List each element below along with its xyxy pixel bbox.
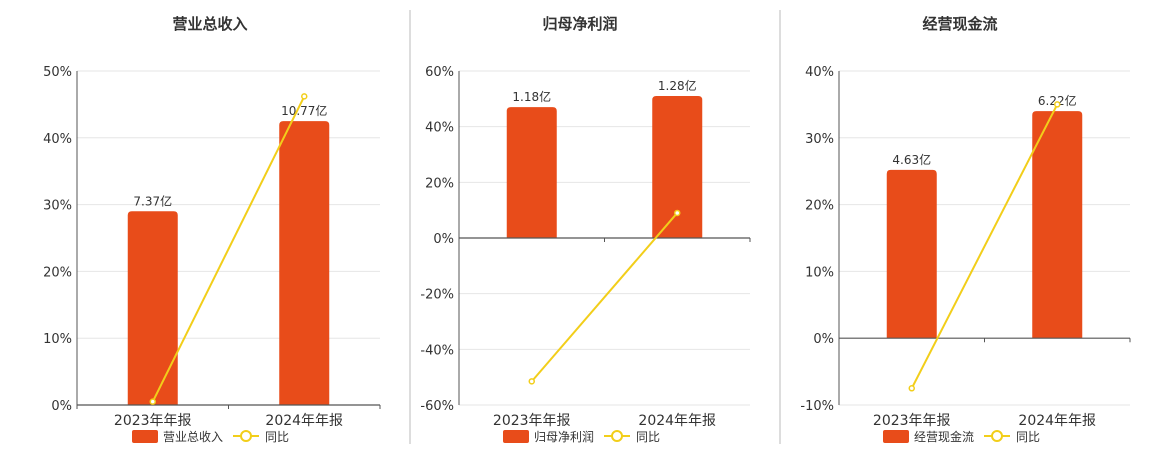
x-tick-label: 2023年年报 — [873, 413, 951, 429]
y-tick-label: 10% — [805, 265, 834, 280]
bar-value-label: 6.22亿 — [1038, 93, 1077, 108]
yoy-point — [528, 378, 535, 385]
y-tick-label: -40% — [420, 343, 454, 358]
y-tick-label: -10% — [800, 399, 834, 414]
bar — [279, 121, 330, 405]
legend-bar-swatch — [883, 430, 909, 443]
legend-line-marker — [240, 430, 252, 442]
legend-bar-label: 经营现金流 — [914, 429, 974, 444]
bar-value-label: 1.18亿 — [512, 89, 551, 104]
y-tick-label: -60% — [420, 399, 454, 414]
bar — [506, 107, 557, 238]
legend-bar-label: 归母净利润 — [534, 430, 594, 444]
y-tick-label: 40% — [425, 121, 454, 136]
x-tick-label: 2023年年报 — [114, 413, 192, 429]
bar-value-label: 7.37亿 — [133, 193, 172, 208]
y-tick-label: 0% — [813, 332, 834, 347]
yoy-point — [301, 93, 308, 100]
chart-3: 经营现金流 -10% 0% 10% 20% 30% 40% 4.63亿 6.22亿 2023年年报… — [800, 15, 1131, 444]
legend-bar-label: 营业总收入 — [163, 430, 223, 444]
legend-line-label: 同比 — [1016, 430, 1040, 444]
chart-title: 营业总收入 — [172, 15, 247, 33]
legend-line-marker — [991, 430, 1003, 442]
legend-line-marker — [611, 430, 623, 442]
yoy-point — [149, 398, 156, 405]
y-tick-label: 60% — [425, 65, 454, 80]
bar — [127, 211, 178, 405]
yoy-line — [530, 212, 679, 382]
y-tick-label: 10% — [43, 332, 72, 347]
yoy-point — [908, 385, 915, 392]
yoy-line — [151, 95, 306, 403]
bar — [652, 96, 703, 238]
legend-bar-swatch — [503, 430, 529, 443]
yoy-point — [674, 209, 681, 217]
legend-line-label: 同比 — [265, 430, 289, 444]
y-tick-label: -20% — [420, 288, 454, 303]
y-tick-label: 20% — [425, 176, 454, 191]
bar-value-label: 4.63亿 — [892, 152, 931, 167]
x-tick-label: 2024年年报 — [638, 413, 716, 429]
chart-title: 经营现金流 — [922, 15, 997, 33]
x-tick-label: 2023年年报 — [493, 413, 571, 429]
y-tick-label: 20% — [805, 199, 834, 214]
y-tick-label: 0% — [433, 232, 454, 247]
bar — [1032, 111, 1083, 339]
y-tick-label: 0% — [51, 399, 72, 414]
y-tick-label: 20% — [43, 265, 72, 280]
y-tick-label: 40% — [43, 132, 72, 147]
bar-value-label: 1.28亿 — [658, 78, 697, 93]
chart-1: 营业总收入 0% 10% 20% 30% 40% 50% 7.37亿 10.77亿 2023年年报… — [43, 15, 381, 444]
y-tick-label: 30% — [805, 132, 834, 147]
bar — [886, 169, 937, 339]
legend-bar-swatch — [132, 430, 158, 443]
x-tick-label: 2024年年报 — [1018, 413, 1096, 429]
legend-line-label: 同比 — [636, 430, 660, 444]
y-tick-label: 30% — [43, 199, 72, 214]
yoy-line — [910, 103, 1059, 389]
chart-2: 归母净利润 -60% -40% -20% 0% 20% 40% 60% 1.18亿 1.28亿 20… — [420, 15, 751, 444]
bar-value-label: 10.77亿 — [281, 103, 327, 118]
chart-title: 归母净利润 — [542, 15, 617, 33]
y-tick-label: 50% — [43, 65, 72, 80]
yoy-point — [1054, 101, 1061, 108]
x-tick-label: 2024年年报 — [265, 413, 343, 429]
y-tick-label: 40% — [805, 65, 834, 80]
